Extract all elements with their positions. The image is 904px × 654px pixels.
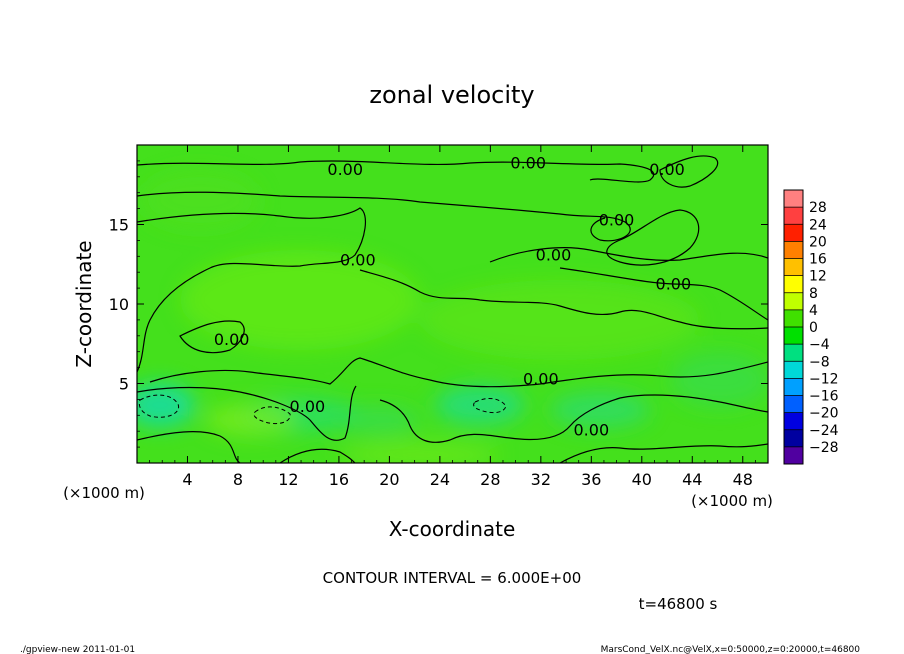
x-axis-unit: (×1000 m) [691, 492, 773, 510]
x-tick-label: 8 [233, 470, 243, 489]
contour-line-negative [253, 406, 291, 425]
y-axis-ticks: 5 10 15 [109, 160, 768, 448]
contour-line [559, 267, 768, 321]
contour-label: 0.00 [656, 274, 692, 293]
contour-line [137, 431, 241, 463]
heatmap-field [137, 170, 768, 463]
contour-interval-note: CONTOUR INTERVAL = 6.000E+00 [323, 569, 582, 587]
colorbar-swatch [784, 412, 803, 431]
x-tick-label: 28 [480, 470, 500, 489]
colorbar-label: −4 [809, 337, 830, 353]
colorbar-swatch [784, 429, 803, 448]
colorbar-swatch [784, 207, 803, 225]
contour-label: 0.00 [510, 153, 546, 172]
contour-line [137, 191, 631, 242]
contour-line [137, 385, 357, 441]
colorbar-label: 20 [809, 234, 827, 250]
colorbar-label: −8 [809, 354, 830, 370]
colorbar-label: −16 [809, 389, 839, 405]
contour-label: 0.00 [599, 211, 635, 230]
contour-line [179, 320, 245, 354]
x-tick-label: 44 [682, 470, 702, 489]
colorbar-label: −24 [809, 423, 839, 439]
contour-line [379, 394, 768, 443]
contour-label: 0.00 [214, 330, 250, 349]
y-tick-label: 10 [109, 295, 129, 314]
plot-area: 0.00 0.00 0.00 0.00 0.00 0.00 0.00 0.00 0.00 0.00… [136, 144, 769, 464]
x-tick-label: 16 [329, 470, 349, 489]
contour-line [489, 247, 768, 263]
y-tick-label: 15 [109, 216, 129, 235]
colorbar-swatch [784, 446, 803, 465]
contour-line [659, 155, 719, 188]
footer-right: MarsCond_VelX.nc@VelX,x=0:50000,z=0:2000… [601, 645, 861, 654]
contour-label: 0.00 [649, 160, 685, 179]
colorbar-swatch [784, 258, 803, 277]
x-tick-label: 20 [379, 470, 399, 489]
x-tick-label: 32 [531, 470, 551, 489]
colorbar-swatch [784, 241, 803, 259]
x-axis-label: X-coordinate [389, 517, 516, 541]
colorbar-label: 12 [809, 269, 827, 285]
colorbar-label: 28 [809, 200, 827, 216]
chart-title: zonal velocity [369, 81, 534, 109]
contour-line [559, 443, 768, 463]
contour-line [359, 269, 768, 330]
colorbar-swatch [784, 395, 803, 414]
contour-label: 0.00 [290, 397, 326, 416]
contour-labels: 0.00 0.00 0.00 0.00 0.00 0.00 0.00 0.00 0.00 0.00… [214, 153, 691, 439]
footer-left: ./gpview-new 2011-01-01 [20, 645, 135, 654]
contour-label: 0.00 [536, 246, 572, 265]
y-tick-label: 5 [119, 375, 129, 394]
y-axis-unit: (×1000 m) [63, 484, 145, 502]
contour-line [149, 357, 768, 388]
contour-line [279, 448, 356, 463]
contour-line-negative [138, 394, 180, 418]
colorbar-label: 4 [809, 303, 818, 319]
contour-line [606, 209, 700, 266]
colorbar-label: 24 [809, 217, 827, 233]
colorbar-swatch [784, 344, 803, 362]
x-tick-label: 48 [733, 470, 753, 489]
x-tick-label: 36 [581, 470, 601, 489]
contour-label: 0.00 [340, 250, 376, 269]
colorbar-label: −12 [809, 371, 839, 387]
colorbar-label: 0 [809, 320, 818, 336]
contour-label: 0.00 [327, 160, 363, 179]
colorbar-label: 8 [809, 286, 818, 302]
colorbar-label: −20 [809, 406, 839, 422]
x-tick-label: 40 [632, 470, 652, 489]
x-tick-label: 12 [278, 470, 298, 489]
contour-label: 0.00 [523, 370, 559, 389]
contour-line [137, 160, 655, 183]
colorbar-swatch [784, 378, 803, 396]
contour-line [137, 207, 367, 373]
colorbar-swatch [784, 190, 803, 208]
contour-lines [137, 155, 768, 463]
colorbar-label: 16 [809, 252, 827, 268]
contour-label: 0.00 [574, 421, 610, 440]
colorbar-label: −28 [809, 440, 839, 456]
colorbar-swatch [784, 309, 803, 328]
x-tick-label: 4 [182, 470, 192, 489]
y-axis-label: Z-coordinate [72, 240, 96, 367]
colorbar-swatch [784, 275, 803, 294]
colorbar-swatch [784, 327, 803, 345]
colorbar-swatch [784, 224, 803, 242]
time-note: t=46800 s [639, 595, 718, 613]
x-tick-label: 24 [430, 470, 450, 489]
x-axis-ticks: 4 8 12 16 20 24 28 32 36 40 44 48 [149, 145, 756, 489]
colorbar-swatch [784, 292, 803, 311]
colorbar-swatch [784, 361, 803, 379]
